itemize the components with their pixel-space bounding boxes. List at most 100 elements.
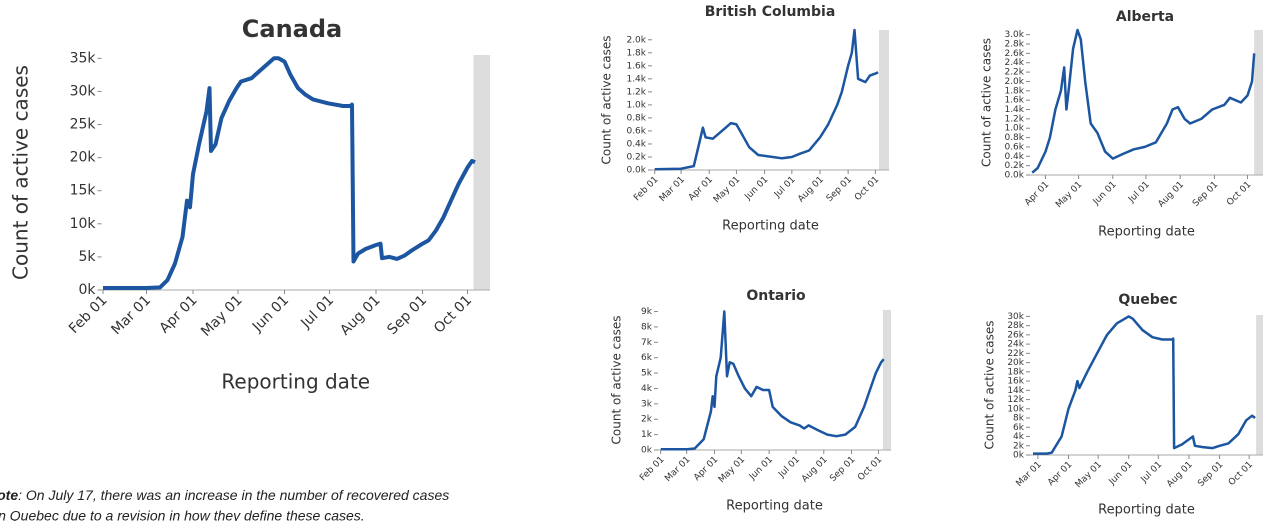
- y-tick-label: 2.4k: [1004, 58, 1024, 68]
- y-tick-label: 16k: [1007, 377, 1024, 387]
- y-tick-label: 6k: [1013, 423, 1025, 433]
- x-axis-label: Reporting date: [1098, 503, 1195, 518]
- y-tick-label: 18k: [1007, 367, 1024, 377]
- y-tick-label: 5k: [641, 369, 653, 379]
- y-tick-label: 12k: [1007, 395, 1024, 405]
- x-axis-label: Reporting date: [722, 219, 819, 234]
- highlight-band: [1256, 315, 1263, 455]
- x-tick-label: May 01: [712, 175, 742, 205]
- line: [660, 310, 885, 451]
- y-tick-label: 0k: [1013, 451, 1025, 461]
- x-tick-label: Jun 01: [747, 455, 775, 483]
- y-tick-label: 1.0k: [1004, 124, 1024, 134]
- y-tick-label: 2.0k: [626, 35, 646, 45]
- x-tick-label: Sep 01: [1196, 460, 1225, 489]
- y-tick-label: 1.8k: [1004, 86, 1024, 96]
- y-tick-label: 1.6k: [626, 61, 646, 71]
- y-axis-label: Count of active cases: [983, 321, 997, 450]
- y-tick-label: 2k: [641, 415, 653, 425]
- x-axis-label: Reporting date: [221, 370, 370, 394]
- x-tick-label: Feb 01: [632, 175, 660, 203]
- x-tick-label: Apr 01: [1046, 460, 1074, 488]
- y-tick-label: 1.2k: [1004, 114, 1024, 124]
- x-tick-label: Oct 01: [853, 175, 881, 203]
- y-tick-label: 0.4k: [1004, 152, 1024, 162]
- y-tick-label: 1.2k: [626, 87, 646, 97]
- x-tick-label: Aug 01: [1165, 460, 1195, 490]
- note-line: in Quebec due to a revision in how they …: [0, 508, 365, 521]
- y-axis-label: Count of active cases: [980, 38, 994, 167]
- y-tick-label: 10k: [70, 216, 97, 232]
- y-tick-label: 2.0k: [1004, 77, 1024, 87]
- chart-title: Canada: [242, 15, 342, 43]
- y-tick-label: 2k: [1013, 441, 1025, 451]
- y-tick-label: 26k: [1007, 330, 1024, 340]
- x-tick-label: Sep 01: [384, 292, 430, 338]
- y-tick-label: 0.6k: [1004, 142, 1024, 152]
- highlight-band: [473, 55, 490, 290]
- x-tick-label: Apr 01: [692, 455, 720, 483]
- x-tick-label: Jul 01: [772, 175, 798, 201]
- x-tick-label: Jun 01: [1091, 180, 1119, 208]
- y-tick-label: 0.0k: [626, 166, 646, 176]
- note-line: : On July 17, there was an increase in t…: [18, 487, 449, 503]
- note: Note: On July 17, there was an increase …: [0, 487, 449, 503]
- y-tick-label: 0.8k: [626, 113, 646, 123]
- y-tick-label: 0k: [78, 282, 96, 298]
- y-tick-label: 22k: [1007, 349, 1024, 359]
- y-tick-label: 0.4k: [626, 139, 646, 149]
- x-tick-label: Mar 01: [108, 292, 154, 338]
- y-tick-label: 1.0k: [626, 100, 646, 110]
- y-axis-label: Count of active cases: [610, 316, 624, 445]
- x-tick-label: Mar 01: [658, 175, 687, 204]
- x-tick-label: May 01: [1074, 460, 1104, 490]
- x-tick-label: Apr 01: [687, 175, 715, 203]
- x-tick-label: Jul 01: [1139, 460, 1165, 486]
- x-tick-label: Jun 01: [1107, 460, 1135, 488]
- x-axis-label: Reporting date: [1098, 225, 1195, 240]
- y-tick-label: 3.0k: [1004, 30, 1024, 40]
- y-tick-label: 10k: [1007, 404, 1024, 414]
- y-tick-label: 28k: [1007, 321, 1024, 331]
- y-tick-label: 20k: [1007, 358, 1024, 368]
- y-tick-label: 1.4k: [1004, 105, 1024, 115]
- x-tick-label: Aug 01: [796, 175, 826, 205]
- y-tick-label: 30k: [1007, 312, 1024, 322]
- y-tick-label: 6k: [641, 353, 653, 363]
- x-tick-label: Apr 01: [1023, 180, 1051, 208]
- x-tick-label: May 01: [717, 455, 747, 485]
- y-axis-label: Count of active cases: [9, 65, 33, 280]
- highlight-band: [1254, 30, 1263, 175]
- y-tick-label: 30k: [70, 83, 97, 99]
- x-tick-label: Aug 01: [1156, 180, 1186, 210]
- x-tick-label: Oct 01: [1227, 460, 1255, 488]
- y-tick-label: 7k: [641, 338, 653, 348]
- x-tick-label: Mar 01: [1015, 460, 1044, 489]
- x-tick-label: May 01: [198, 292, 246, 340]
- y-tick-label: 0.2k: [626, 152, 646, 162]
- y-tick-label: 2.8k: [1004, 40, 1024, 50]
- y-tick-label: 25k: [70, 117, 97, 133]
- x-tick-label: Aug 01: [800, 455, 830, 485]
- x-tick-label: Sep 01: [825, 175, 854, 204]
- y-tick-label: 0.0k: [1004, 171, 1024, 181]
- x-axis-label: Reporting date: [726, 499, 823, 514]
- y-tick-label: 0k: [641, 446, 653, 456]
- y-axis-label: Count of active cases: [600, 36, 614, 165]
- line: [1033, 315, 1256, 455]
- chart-title: British Columbia: [705, 4, 836, 20]
- x-tick-label: Jul 01: [776, 455, 802, 481]
- x-tick-label: Sep 01: [1191, 180, 1220, 209]
- x-tick-label: Oct 01: [431, 292, 475, 336]
- y-tick-label: 9k: [641, 307, 653, 317]
- y-tick-label: 1k: [641, 430, 653, 440]
- chart-title: Alberta: [1116, 9, 1174, 25]
- y-tick-label: 0.8k: [1004, 133, 1024, 143]
- x-tick-label: Oct 01: [1225, 180, 1253, 208]
- x-tick-label: Jun 01: [249, 292, 292, 335]
- y-tick-label: 0.2k: [1004, 161, 1024, 171]
- x-tick-label: Jul 01: [1126, 180, 1152, 206]
- x-tick-label: Aug 01: [337, 292, 383, 338]
- y-tick-label: 0.6k: [626, 126, 646, 136]
- chart-title: Ontario: [746, 288, 806, 304]
